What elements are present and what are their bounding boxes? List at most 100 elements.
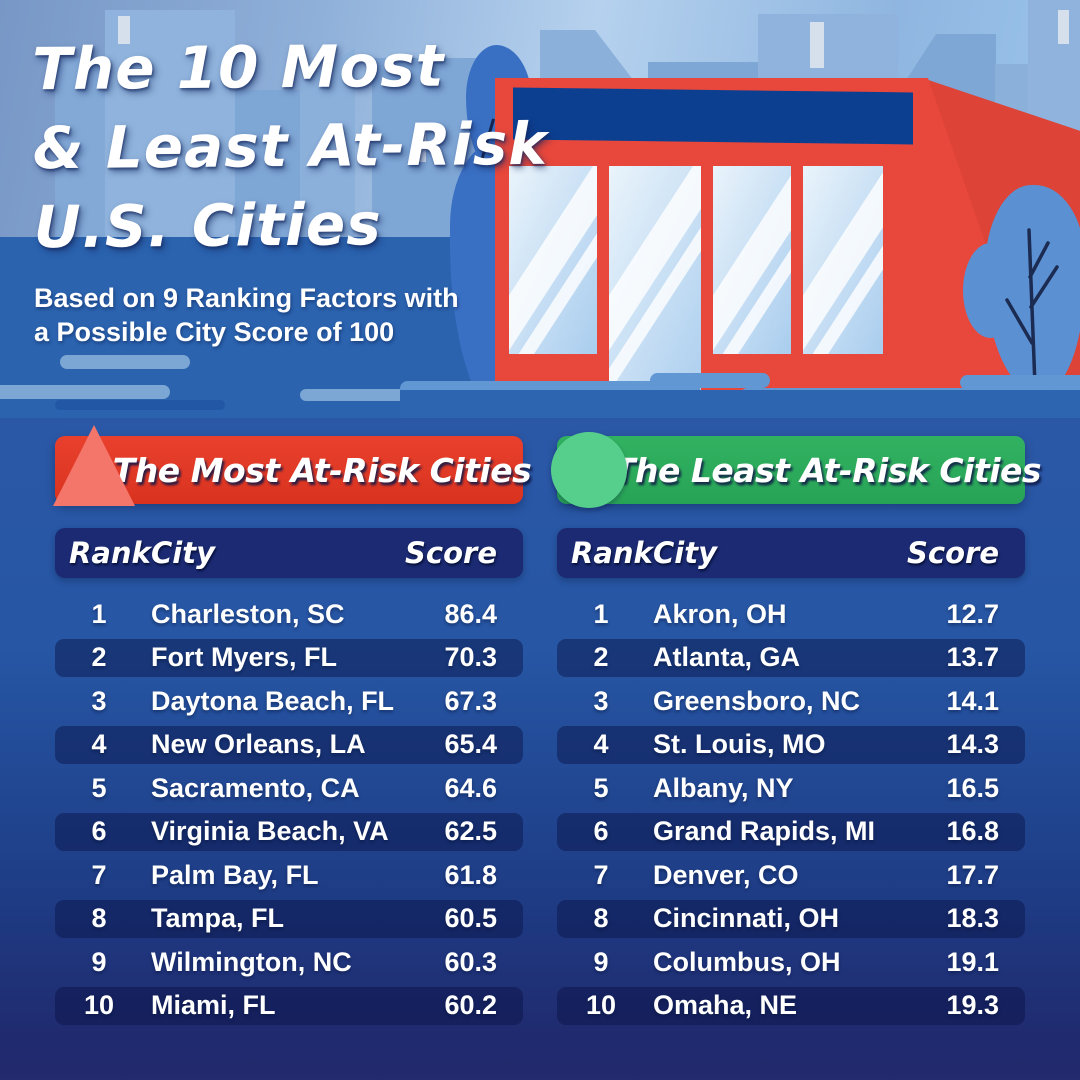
most-at-risk-banner: The Most At-Risk Cities [53, 425, 532, 506]
circle-icon [551, 432, 627, 508]
table-row: 10 Miami, FL 60.2 [55, 986, 523, 1025]
page-title-line: The 10 Most [32, 31, 445, 104]
city-column-header: City [151, 536, 215, 570]
city-cell: Palm Bay, FL [151, 859, 319, 890]
rank-cell: 2 [91, 642, 107, 672]
city-cell: Tampa, FL [151, 903, 285, 933]
page-subtitle-line: Based on 9 Ranking Factors with [34, 283, 459, 313]
score-cell: 60.3 [444, 946, 497, 977]
table-row: 9 Wilmington, NC 60.3 [55, 943, 523, 981]
table-row: 5 Albany, NY 16.5 [557, 769, 1025, 807]
score-cell: 19.1 [946, 946, 999, 977]
city-cell: Albany, NY [653, 772, 794, 803]
page-subtitle-line: a Possible City Score of 100 [34, 317, 395, 348]
score-cell: 86.4 [444, 598, 497, 629]
city-cell: St. Louis, MO [653, 729, 826, 759]
city-cell: Omaha, NE [653, 990, 798, 1020]
table-row: 5 Sacramento, CA 64.6 [55, 769, 523, 807]
score-cell: 19.3 [946, 990, 999, 1020]
column-header-bar: Rank City Score [557, 528, 1025, 578]
water-streak [55, 400, 225, 410]
store-sign [513, 87, 913, 145]
city-cell: Atlanta, GA [653, 642, 801, 672]
store-window [509, 166, 597, 354]
panel-least-at-risk: The Least At-Risk Cities Rank City Score… [551, 432, 1042, 1076]
city-cell: Miami, FL [151, 990, 276, 1020]
page-title: The 10 Most & Least At-Risk U.S. Cities [32, 26, 549, 267]
rank-cell: 8 [593, 903, 609, 933]
table-row: 7 Denver, CO 17.7 [557, 856, 1025, 894]
score-cell: 67.3 [444, 685, 497, 716]
table-row: 4 St. Louis, MO 14.3 [557, 725, 1025, 764]
water-streak [0, 385, 170, 399]
banner-title: The Least At-Risk Cities [612, 450, 1042, 490]
score-cell: 61.8 [444, 859, 497, 890]
table-row: 6 Grand Rapids, MI 16.8 [557, 812, 1025, 851]
city-cell: Virginia Beach, VA [151, 816, 389, 846]
city-cell: Greensboro, NC [653, 685, 861, 716]
rank-cell: 3 [593, 685, 609, 716]
score-cell: 17.7 [946, 859, 999, 890]
table-row: 8 Cincinnati, OH 18.3 [557, 899, 1025, 938]
city-cell: Grand Rapids, MI [653, 816, 876, 846]
score-cell: 60.2 [444, 990, 497, 1020]
city-column-header: City [653, 536, 717, 570]
page-title-line: U.S. Cities [33, 189, 383, 261]
score-cell: 62.5 [444, 816, 497, 846]
table-row: 4 New Orleans, LA 65.4 [55, 725, 523, 764]
rank-cell: 1 [91, 598, 107, 629]
rank-cell: 3 [91, 685, 107, 716]
score-cell: 14.1 [946, 685, 999, 716]
skyline-window [415, 128, 426, 162]
rank-cell: 2 [593, 642, 609, 672]
skyline-window [118, 16, 130, 44]
table-row: 2 Fort Myers, FL 70.3 [55, 638, 523, 677]
rank-cell: 9 [593, 946, 609, 977]
branch-icon [1005, 228, 1059, 440]
skyline-building [235, 90, 305, 240]
store-front-wall [495, 78, 928, 418]
rank-cell: 10 [83, 990, 115, 1020]
least-at-risk-banner: The Least At-Risk Cities [551, 432, 1042, 508]
score-column-header: Score [907, 536, 999, 570]
table-row: 8 Tampa, FL 60.5 [55, 899, 523, 938]
city-cell: Columbus, OH [653, 946, 841, 977]
city-cell: Wilmington, NC [151, 946, 352, 977]
score-cell: 64.6 [444, 772, 497, 803]
score-cell: 18.3 [946, 903, 999, 933]
page-title-line: & Least At-Risk [32, 109, 549, 183]
score-cell: 14.3 [946, 729, 999, 759]
store-window [803, 166, 883, 354]
table-row: 9 Columbus, OH 19.1 [557, 943, 1025, 981]
tree-icon [963, 185, 1080, 440]
rank-cell: 6 [91, 816, 107, 846]
rank-cell: 8 [91, 903, 107, 933]
flood-foreground [400, 372, 1080, 418]
score-cell: 16.8 [946, 816, 999, 846]
table-row: 2 Atlanta, GA 13.7 [557, 638, 1025, 677]
skyline-window [810, 22, 824, 68]
score-cell: 70.3 [444, 642, 497, 672]
rank-cell: 7 [593, 859, 609, 890]
rank-column-header: Rank [571, 536, 653, 570]
table-row: 3 Greensboro, NC 14.1 [557, 682, 1025, 720]
table-row: 6 Virginia Beach, VA 62.5 [55, 812, 523, 851]
rank-cell: 10 [585, 990, 617, 1020]
city-cell: Fort Myers, FL [151, 642, 338, 672]
water-streak [60, 355, 190, 369]
table-row: 7 Palm Bay, FL 61.8 [55, 856, 523, 894]
rank-cell: 4 [593, 729, 609, 759]
rank-cell: 5 [91, 772, 107, 803]
rank-cell: 9 [91, 946, 107, 977]
score-cell: 60.5 [444, 903, 497, 933]
score-cell: 13.7 [946, 642, 999, 672]
score-cell: 65.4 [444, 729, 497, 759]
city-cell: Akron, OH [653, 598, 787, 629]
city-cell: Daytona Beach, FL [151, 685, 395, 716]
table-row: 3 Daytona Beach, FL 67.3 [55, 682, 523, 720]
skyline-building [300, 48, 355, 240]
city-cell: Charleston, SC [151, 598, 345, 629]
rank-cell: 4 [91, 729, 107, 759]
table-row: 10 Omaha, NE 19.3 [557, 986, 1025, 1025]
